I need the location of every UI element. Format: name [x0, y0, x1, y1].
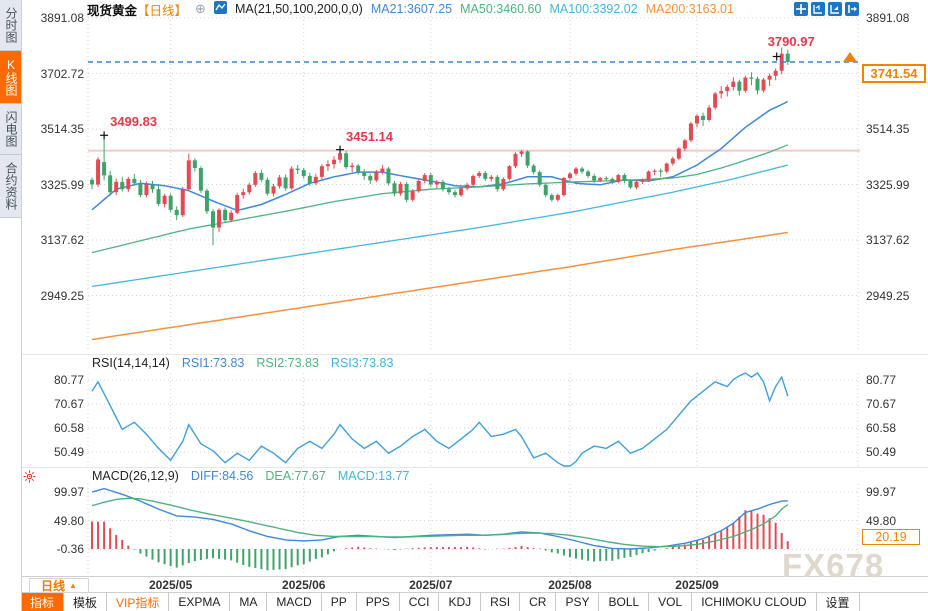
- toolbar-item-psy[interactable]: PSY: [556, 593, 600, 611]
- date-label: 2025/05: [148, 578, 193, 592]
- axis-tick-label: 80.77: [866, 373, 897, 387]
- axis-tick-label: 2949.25: [40, 288, 84, 303]
- axis-tick-label: 3891.08: [40, 11, 84, 25]
- axis-tick-label: 70.67: [53, 397, 84, 412]
- ma200-value: MA200:3163.01: [645, 2, 734, 16]
- date-label: 2025/07: [409, 578, 453, 592]
- period-label: 日线: [41, 579, 66, 593]
- toolbar-item-指标[interactable]: 指标: [21, 593, 65, 611]
- rsi-line: [91, 372, 789, 467]
- ma-indicator-icon: [213, 1, 227, 17]
- toolbar-item-ma[interactable]: MA: [230, 593, 268, 611]
- toolbar-item-kdj[interactable]: KDJ: [439, 593, 482, 611]
- axis-tick-label: 3137.62: [866, 233, 910, 247]
- crosshair-icon[interactable]: [794, 2, 808, 16]
- chart-header: 现货黄金【日线】 ⊕ MA(21,50,100,200,0,0) MA21:36…: [87, 0, 734, 19]
- toolbar-item-cci[interactable]: CCI: [400, 593, 440, 611]
- axis-tick-label: 99.97: [866, 485, 897, 499]
- axis-tick-label: 99.97: [53, 485, 84, 499]
- toolbar-item-pps[interactable]: PPS: [357, 593, 400, 611]
- chart-canvas[interactable]: [0, 0, 928, 576]
- macd-panel-header: MACD(26,12,9) DIFF:84.56 DEA:77.67 MACD:…: [92, 469, 409, 483]
- ma-line-ma50: [91, 144, 789, 254]
- axis-tick-label: 3137.62: [40, 233, 84, 247]
- axis-tick-label: 49.80: [53, 513, 84, 528]
- ma21-value: MA21:3607.25: [370, 2, 453, 16]
- rsi1-value: RSI1:73.83: [181, 356, 245, 370]
- sidebar-tab-timeshare[interactable]: 分时图: [0, 0, 21, 51]
- toolbar-item-macd[interactable]: MACD: [267, 593, 322, 611]
- toolbar-item-boll[interactable]: BOLL: [599, 593, 650, 611]
- dropdown-arrow-icon: ▲: [69, 581, 77, 590]
- axis-tick-label: -0.36: [56, 542, 84, 557]
- axis-tick-label: 3514.35: [866, 122, 910, 136]
- axis-tick-label: 3325.99: [866, 177, 910, 192]
- price-annotation-high2: 3451.14: [346, 128, 394, 144]
- ma-line-ma100: [91, 164, 788, 288]
- macd-diff-line: [91, 487, 788, 550]
- rsi-panel-header: RSI(14,14,14) RSI1:73.83 RSI2:73.83 RSI3…: [92, 356, 393, 370]
- toolbar-filler: [860, 593, 928, 611]
- toolbar-item-expma[interactable]: EXPMA: [169, 593, 231, 611]
- axis-tick-label: 3702.72: [40, 66, 84, 81]
- time-axis-row: 日线 ▲: [21, 576, 928, 593]
- chart-tool-icons: [794, 2, 859, 16]
- axis-tick-label: 49.80: [866, 513, 897, 528]
- rsi2-value: RSI2:73.83: [256, 356, 319, 370]
- axis-tick-label: 70.67: [866, 397, 897, 412]
- period-tag: 【日线】: [137, 3, 188, 18]
- sidebar-tab-kline[interactable]: K线图: [0, 51, 21, 104]
- axis-tick-label: 3325.99: [40, 177, 84, 192]
- diff-value: DIFF:84.56: [190, 469, 254, 483]
- toolbar-item-cr[interactable]: CR: [520, 593, 557, 611]
- axis-tick-label: 50.49: [53, 445, 84, 460]
- axis-tick-label: 60.58: [53, 421, 84, 436]
- axis-tick-label: 60.58: [866, 421, 897, 436]
- price-annotation-high1: 3499.83: [110, 114, 158, 130]
- left-sidebar: 分时图 K线图 闪电图 合约资料: [0, 0, 22, 611]
- toolbar-item-pp[interactable]: PP: [322, 593, 357, 611]
- toolbar-item-vip指标[interactable]: VIP指标: [107, 593, 170, 611]
- ma50-value: MA50:3460.60: [460, 2, 542, 16]
- rsi3-value: RSI3:73.83: [330, 356, 394, 370]
- toolbar-item-rsi[interactable]: RSI: [481, 593, 521, 611]
- axis-tick-label: 50.49: [866, 445, 897, 460]
- axis-tick-label: 2949.25: [866, 288, 910, 303]
- axis-zoom-icon[interactable]: [811, 2, 825, 16]
- ma-line-ma21: [91, 100, 789, 212]
- toolbar-item-ichimoku-cloud[interactable]: ICHIMOKU CLOUD: [692, 593, 817, 611]
- axis-tick-label: 3891.08: [866, 11, 910, 25]
- ma-line-ma200: [91, 231, 788, 341]
- date-label: 2025/06: [282, 578, 326, 592]
- ma100-value: MA100:3392.02: [549, 2, 638, 16]
- macd-value: MACD:13.77: [337, 469, 410, 483]
- sidebar-tab-contract-info[interactable]: 合约资料: [0, 155, 21, 218]
- axis-fit-icon[interactable]: [828, 2, 842, 16]
- sidebar-tab-lightning[interactable]: 闪电图: [0, 104, 21, 155]
- axis-tick-label: 80.77: [53, 373, 84, 387]
- symbol-title: 现货黄金【日线】: [87, 0, 187, 19]
- pan-right-icon[interactable]: [845, 2, 859, 16]
- axis-tick-label: 3514.35: [40, 122, 84, 136]
- date-label: 2025/08: [548, 578, 592, 592]
- price-annotation-high3: 3790.97: [767, 34, 815, 50]
- macd-params-label: MACD(26,12,9): [92, 469, 179, 483]
- toolbar-item-vol[interactable]: VOL: [649, 593, 693, 611]
- toolbar-item-设置[interactable]: 设置: [817, 593, 860, 611]
- macd-dea-line: [91, 497, 789, 548]
- last-price-badge: 3741.54: [862, 64, 926, 83]
- ma-params-label: MA(21,50,100,200,0,0): [234, 2, 363, 16]
- period-dropdown[interactable]: 日线 ▲: [29, 578, 89, 593]
- indicator-settings-icon[interactable]: [23, 470, 36, 483]
- date-label: 2025/09: [675, 578, 719, 592]
- rsi-params-label: RSI(14,14,14): [92, 356, 170, 370]
- expand-icon[interactable]: ⊕: [195, 1, 206, 16]
- dea-value: DEA:77.67: [265, 469, 326, 483]
- macd-axis-badge: 20.19: [862, 529, 920, 545]
- toolbar-item-模板[interactable]: 模板: [64, 593, 108, 611]
- indicator-toolbar: 指标 模板 VIP指标 EXPMA MA MACD PP PPS CCI KDJ RSI CR PSY B…: [21, 593, 928, 611]
- symbol-name: 现货黄金: [87, 3, 138, 18]
